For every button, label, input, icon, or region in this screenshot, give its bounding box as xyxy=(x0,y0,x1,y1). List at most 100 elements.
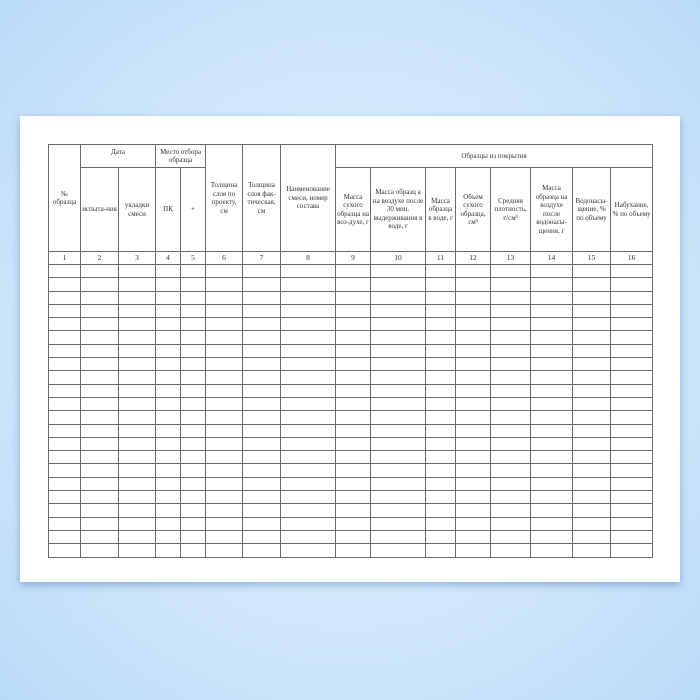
empty-cell[interactable] xyxy=(205,396,244,412)
empty-cell[interactable] xyxy=(425,490,457,505)
empty-cell[interactable] xyxy=(425,503,457,518)
empty-cell[interactable] xyxy=(242,450,282,465)
empty-cell[interactable] xyxy=(117,450,157,465)
empty-cell[interactable] xyxy=(180,317,207,332)
empty-cell[interactable] xyxy=(610,436,654,452)
empty-cell[interactable] xyxy=(490,357,532,372)
empty-cell[interactable] xyxy=(455,490,492,505)
empty-cell[interactable] xyxy=(242,410,282,425)
empty-cell[interactable] xyxy=(242,290,282,305)
empty-cell[interactable] xyxy=(205,410,244,425)
empty-cell[interactable] xyxy=(242,277,282,292)
empty-cell[interactable] xyxy=(205,317,244,332)
empty-cell[interactable] xyxy=(205,277,244,292)
empty-cell[interactable] xyxy=(242,330,282,345)
empty-cell[interactable] xyxy=(48,370,81,385)
empty-cell[interactable] xyxy=(205,490,244,505)
empty-cell[interactable] xyxy=(455,410,492,425)
empty-cell[interactable] xyxy=(530,370,574,385)
empty-cell[interactable] xyxy=(490,476,532,492)
empty-cell[interactable] xyxy=(572,357,612,372)
empty-cell[interactable] xyxy=(155,476,182,492)
empty-cell[interactable] xyxy=(425,396,457,412)
empty-cell[interactable] xyxy=(242,503,282,518)
empty-cell[interactable] xyxy=(370,330,427,345)
empty-cell[interactable] xyxy=(80,410,119,425)
empty-cell[interactable] xyxy=(610,463,654,478)
empty-cell[interactable] xyxy=(48,277,81,292)
empty-cell[interactable] xyxy=(80,343,119,359)
empty-cell[interactable] xyxy=(48,290,81,305)
empty-cell[interactable] xyxy=(370,396,427,412)
empty-cell[interactable] xyxy=(155,303,182,319)
empty-cell[interactable] xyxy=(490,516,532,531)
empty-cell[interactable] xyxy=(455,357,492,372)
empty-cell[interactable] xyxy=(572,263,612,279)
empty-cell[interactable] xyxy=(425,317,457,332)
empty-cell[interactable] xyxy=(280,529,337,545)
empty-cell[interactable] xyxy=(490,490,532,505)
empty-cell[interactable] xyxy=(48,490,81,505)
empty-cell[interactable] xyxy=(610,317,654,332)
empty-cell[interactable] xyxy=(572,383,612,398)
empty-cell[interactable] xyxy=(455,423,492,438)
empty-cell[interactable] xyxy=(80,277,119,292)
empty-cell[interactable] xyxy=(610,396,654,412)
empty-cell[interactable] xyxy=(80,317,119,332)
empty-cell[interactable] xyxy=(155,490,182,505)
empty-cell[interactable] xyxy=(490,410,532,425)
empty-cell[interactable] xyxy=(117,343,157,359)
empty-cell[interactable] xyxy=(180,303,207,319)
empty-cell[interactable] xyxy=(48,436,81,452)
empty-cell[interactable] xyxy=(455,396,492,412)
empty-cell[interactable] xyxy=(155,529,182,545)
empty-cell[interactable] xyxy=(490,290,532,305)
empty-cell[interactable] xyxy=(242,423,282,438)
empty-cell[interactable] xyxy=(242,383,282,398)
empty-cell[interactable] xyxy=(205,370,244,385)
empty-cell[interactable] xyxy=(335,370,372,385)
empty-cell[interactable] xyxy=(530,357,574,372)
empty-cell[interactable] xyxy=(280,423,337,438)
empty-cell[interactable] xyxy=(572,503,612,518)
empty-cell[interactable] xyxy=(335,543,372,558)
empty-cell[interactable] xyxy=(280,343,337,359)
empty-cell[interactable] xyxy=(530,436,574,452)
empty-cell[interactable] xyxy=(48,383,81,398)
empty-cell[interactable] xyxy=(48,263,81,279)
empty-cell[interactable] xyxy=(117,543,157,558)
empty-cell[interactable] xyxy=(425,343,457,359)
empty-cell[interactable] xyxy=(572,290,612,305)
empty-cell[interactable] xyxy=(335,490,372,505)
empty-cell[interactable] xyxy=(425,330,457,345)
empty-cell[interactable] xyxy=(335,357,372,372)
empty-cell[interactable] xyxy=(572,476,612,492)
empty-cell[interactable] xyxy=(572,303,612,319)
empty-cell[interactable] xyxy=(370,463,427,478)
empty-cell[interactable] xyxy=(572,396,612,412)
empty-cell[interactable] xyxy=(335,303,372,319)
empty-cell[interactable] xyxy=(48,516,81,531)
empty-cell[interactable] xyxy=(370,370,427,385)
empty-cell[interactable] xyxy=(155,263,182,279)
empty-cell[interactable] xyxy=(530,290,574,305)
empty-cell[interactable] xyxy=(180,476,207,492)
empty-cell[interactable] xyxy=(335,503,372,518)
empty-cell[interactable] xyxy=(242,436,282,452)
empty-cell[interactable] xyxy=(48,330,81,345)
empty-cell[interactable] xyxy=(370,503,427,518)
empty-cell[interactable] xyxy=(180,290,207,305)
empty-cell[interactable] xyxy=(530,263,574,279)
empty-cell[interactable] xyxy=(455,343,492,359)
empty-cell[interactable] xyxy=(530,330,574,345)
empty-cell[interactable] xyxy=(335,317,372,332)
empty-cell[interactable] xyxy=(530,463,574,478)
empty-cell[interactable] xyxy=(180,370,207,385)
empty-cell[interactable] xyxy=(530,516,574,531)
empty-cell[interactable] xyxy=(425,423,457,438)
empty-cell[interactable] xyxy=(155,343,182,359)
empty-cell[interactable] xyxy=(572,277,612,292)
empty-cell[interactable] xyxy=(530,396,574,412)
empty-cell[interactable] xyxy=(117,263,157,279)
empty-cell[interactable] xyxy=(370,277,427,292)
